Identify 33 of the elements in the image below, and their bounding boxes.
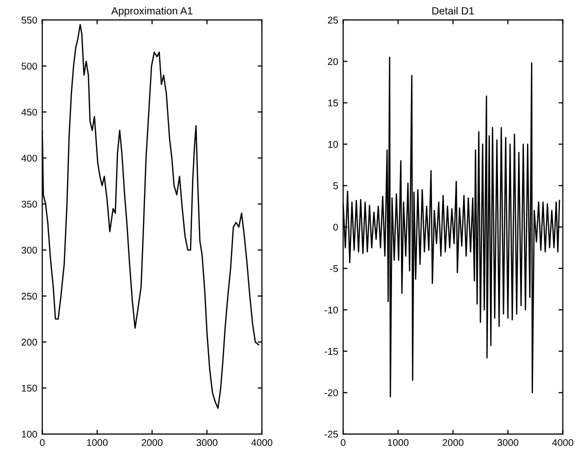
chart-title: Approximation A1: [111, 6, 192, 17]
x-tick-label: 2000: [442, 439, 464, 446]
x-tick-label: 2000: [142, 439, 163, 446]
chart-title: Detail D1: [432, 6, 474, 15]
y-tick-label: 450: [21, 108, 38, 116]
y-tick-label: 400: [21, 154, 38, 162]
y-tick-label: 15: [328, 100, 338, 106]
y-tick-label: 150: [22, 384, 38, 392]
y-tick-label: 5: [333, 182, 338, 190]
x-tick-label: 4000: [552, 439, 574, 446]
y-tick-label: 10: [328, 140, 338, 148]
y-tick-label: 25: [328, 16, 338, 24]
y-tick-label: 100: [22, 430, 38, 438]
x-tick-label: 1000: [87, 439, 108, 446]
y-tick-label: -20: [324, 389, 338, 396]
x-tick-label: 3000: [497, 439, 518, 446]
y-tick-label: 20: [328, 58, 338, 65]
x-tick-label: 0: [40, 439, 45, 446]
x-tick-label: 0: [340, 439, 346, 446]
y-tick-label: -15: [324, 348, 338, 355]
x-tick-label: 1000: [388, 439, 408, 446]
y-tick-label: 0: [333, 224, 338, 231]
y-tick-label: -25: [324, 430, 338, 438]
y-tick-label: 350: [22, 200, 38, 208]
y-tick-label: 300: [22, 246, 38, 254]
y-tick-label: 550: [22, 16, 38, 24]
y-tick-label: 500: [22, 62, 38, 70]
y-tick-label: -10: [324, 306, 338, 314]
y-tick-label: 250: [22, 292, 38, 300]
y-tick-label: 200: [22, 338, 38, 346]
x-tick-label: 4000: [251, 439, 272, 446]
y-tick-label: -5: [330, 265, 338, 272]
x-tick-label: 3000: [196, 439, 218, 446]
